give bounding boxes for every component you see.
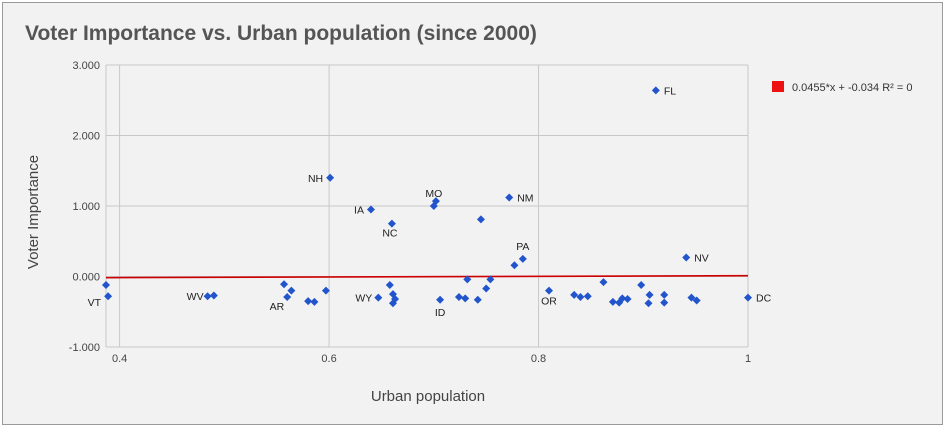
y-tick-label: 3.000: [72, 60, 100, 72]
data-point: [476, 215, 485, 224]
point-label: NH: [308, 173, 323, 185]
point-label: PA: [516, 241, 529, 253]
data-point: [104, 292, 113, 301]
data-point: [326, 173, 335, 182]
data-point: [660, 290, 669, 299]
data-point: [651, 86, 660, 95]
data-point: [436, 295, 445, 304]
data-point: [287, 286, 296, 295]
legend-label: 0.0455*x + -0.034 R² = 0: [792, 82, 912, 94]
data-point: [608, 297, 617, 306]
y-axis-ticks: 3.000 2.000 1.000 0.000 -1.000: [69, 60, 100, 354]
data-point: [510, 261, 519, 270]
data-point: [583, 292, 592, 301]
data-point: [637, 280, 646, 289]
y-tick-label: 0.000: [72, 272, 100, 284]
data-point: [644, 299, 653, 308]
data-point: [310, 297, 319, 306]
trendline-layer: [105, 274, 749, 279]
x-tick-label: 1: [745, 353, 751, 365]
data-point: [744, 293, 752, 302]
data-point: [682, 253, 691, 262]
data-point: [570, 290, 579, 299]
point-label: NM: [517, 193, 533, 205]
point-label: WY: [355, 293, 372, 305]
point-label: NV: [694, 252, 709, 264]
data-point: [505, 193, 514, 202]
y-tick-label: -1.000: [69, 342, 100, 354]
data-point: [454, 292, 463, 301]
y-tick-label: 1.000: [72, 201, 100, 213]
data-point: [374, 293, 383, 302]
data-point: [545, 286, 554, 295]
data-point: [102, 280, 110, 289]
data-point: [431, 197, 440, 206]
data-point: [687, 293, 696, 302]
x-axis-ticks: 0.4 0.6 0.8 1: [112, 353, 751, 365]
chart-title: Voter Importance vs. Urban population (s…: [25, 22, 537, 45]
x-tick-label: 0.4: [112, 353, 127, 365]
x-tick-label: 0.6: [321, 353, 336, 365]
data-point: [209, 291, 218, 300]
data-point: [321, 286, 330, 295]
data-point: [387, 219, 396, 228]
point-label: NC: [382, 228, 398, 240]
point-label: FL: [664, 85, 676, 97]
data-point: [283, 292, 292, 301]
data-point: [203, 292, 212, 301]
data-point: [304, 297, 313, 306]
data-point: [623, 295, 632, 304]
point-label: OR: [541, 296, 557, 308]
x-tick-label: 0.8: [531, 353, 546, 365]
data-point: [461, 294, 470, 303]
legend: 0.0455*x + -0.034 R² = 0: [772, 81, 912, 94]
data-point: [618, 294, 627, 303]
data-point: [482, 284, 491, 293]
data-point: [473, 295, 482, 304]
legend-swatch: [772, 81, 784, 92]
data-point: [366, 205, 375, 214]
point-label: WV: [187, 291, 204, 303]
x-axis-title: Urban population: [371, 388, 485, 405]
point-label: ID: [435, 307, 446, 319]
data-point: [645, 290, 654, 299]
data-point: [463, 275, 472, 284]
point-label: AR: [270, 301, 285, 313]
data-point: [692, 296, 701, 305]
data-point: [599, 278, 608, 287]
point-labels: VT WV AR NH IA WY NC MO ID NM PA OR FL NV DC: [88, 85, 772, 318]
point-label: IA: [354, 205, 364, 217]
data-point: [518, 254, 527, 263]
point-label: MO: [425, 188, 442, 200]
point-label: DC: [756, 293, 772, 305]
trendline: [105, 274, 749, 279]
data-points: [102, 86, 752, 308]
data-point: [486, 275, 495, 284]
y-tick-label: 2.000: [72, 131, 100, 143]
data-point: [576, 292, 585, 301]
data-point: [660, 298, 669, 307]
y-axis-title: Voter Importance: [25, 155, 42, 269]
data-point: [385, 280, 394, 289]
point-label: VT: [88, 297, 102, 309]
data-point: [280, 280, 289, 289]
data-point: [391, 295, 400, 304]
